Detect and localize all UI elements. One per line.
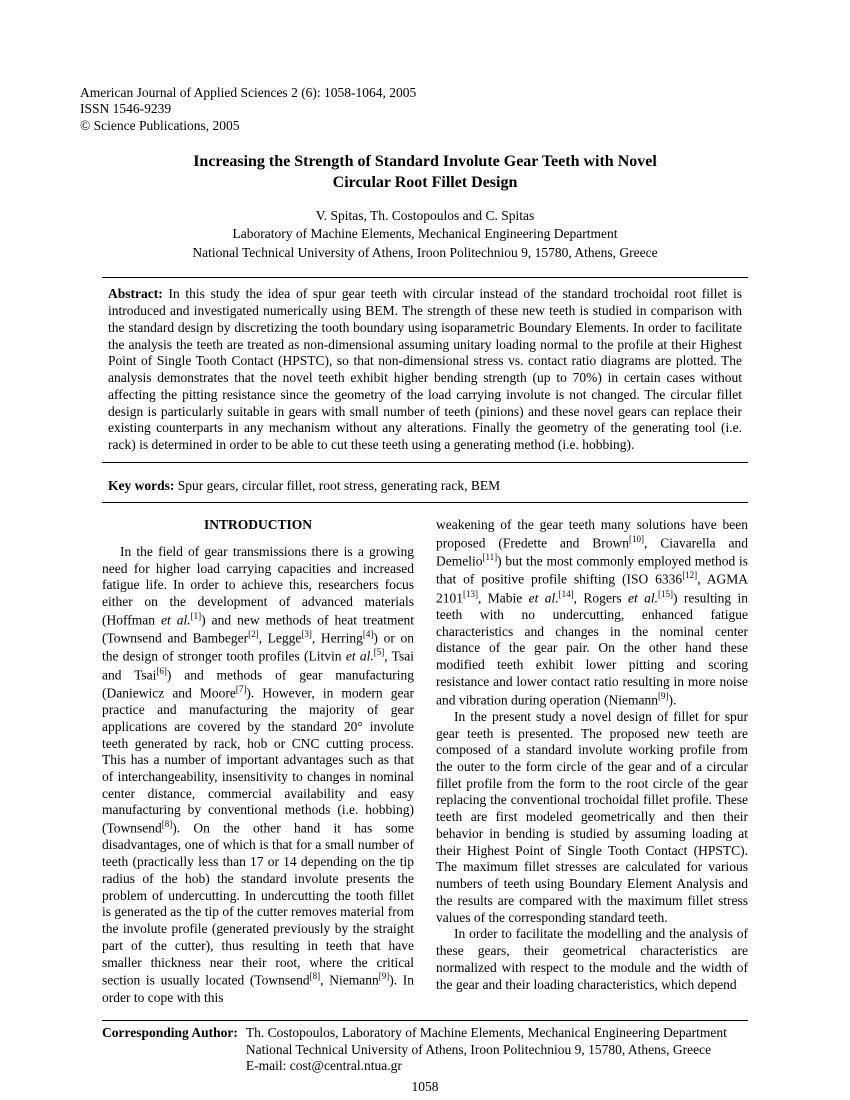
paper-title: Increasing the Strength of Standard Invo… <box>165 152 685 194</box>
footer-line-1: Th. Costopoulos, Laboratory of Machine E… <box>246 1025 748 1041</box>
journal-line-1: American Journal of Applied Sciences 2 (… <box>80 85 770 101</box>
footer-content: Th. Costopoulos, Laboratory of Machine E… <box>246 1025 748 1074</box>
affiliation-2: National Technical University of Athens,… <box>80 245 770 261</box>
keywords-text: Spur gears, circular fillet, root stress… <box>178 478 500 493</box>
intro-paragraph-3: In order to facilitate the modelling and… <box>436 926 748 993</box>
journal-header: American Journal of Applied Sciences 2 (… <box>80 85 770 134</box>
body-columns: INTRODUCTION In the field of gear transm… <box>102 517 748 1006</box>
abstract-label: Abstract: <box>108 286 163 301</box>
intro-paragraph-1-cont: weakening of the gear teeth many solutio… <box>436 517 748 709</box>
column-left: INTRODUCTION In the field of gear transm… <box>102 517 414 1006</box>
column-right: weakening of the gear teeth many solutio… <box>436 517 748 1006</box>
intro-paragraph-2: In the present study a novel design of f… <box>436 709 748 927</box>
footer-label: Corresponding Author: <box>102 1025 246 1074</box>
footer-line-2: National Technical University of Athens,… <box>246 1042 748 1058</box>
abstract-text: In this study the idea of spur gear teet… <box>108 286 742 452</box>
intro-heading: INTRODUCTION <box>102 517 414 534</box>
intro-paragraph-1: In the field of gear transmissions there… <box>102 544 414 1006</box>
abstract-box: Abstract: In this study the idea of spur… <box>102 277 748 462</box>
footer-line-3: E-mail: cost@central.ntua.gr <box>246 1058 748 1074</box>
corresponding-author-footer: Corresponding Author: Th. Costopoulos, L… <box>102 1020 748 1074</box>
journal-line-2: ISSN 1546-9239 <box>80 101 770 117</box>
keywords-label: Key words: <box>108 478 174 493</box>
journal-line-3: © Science Publications, 2005 <box>80 118 770 134</box>
affiliation-1: Laboratory of Machine Elements, Mechanic… <box>80 226 770 242</box>
authors: V. Spitas, Th. Costopoulos and C. Spitas <box>80 208 770 224</box>
keywords-box: Key words: Spur gears, circular fillet, … <box>102 473 748 503</box>
page-number: 1058 <box>80 1079 770 1095</box>
